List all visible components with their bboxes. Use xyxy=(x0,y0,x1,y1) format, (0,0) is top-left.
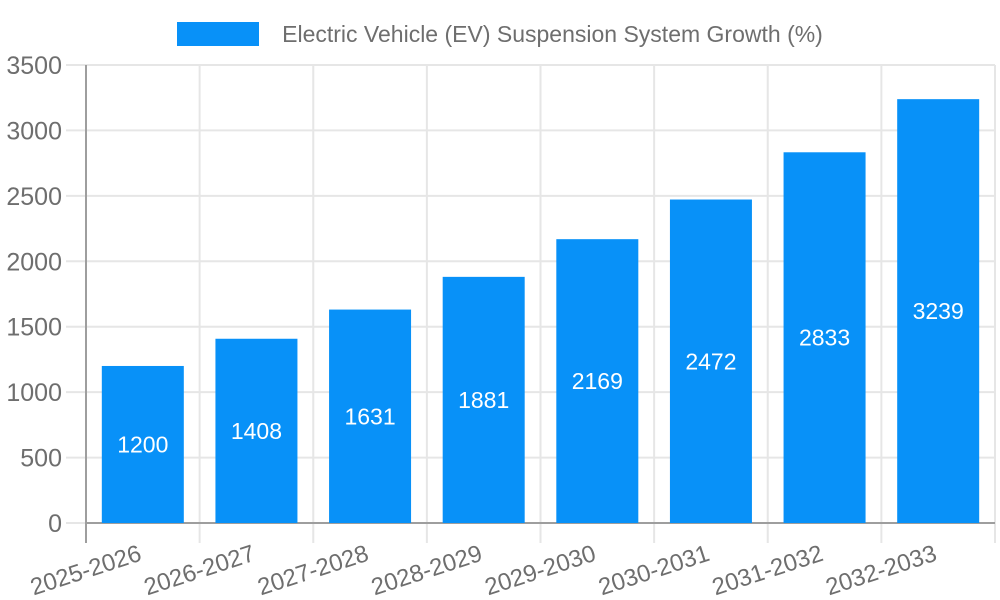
bar xyxy=(442,276,525,523)
x-tick-label: 2027-2028 xyxy=(254,540,372,600)
bar-value-label: 2833 xyxy=(799,325,850,351)
x-tick-label: 2028-2029 xyxy=(368,540,486,600)
bar xyxy=(556,239,639,524)
bar-value-label: 2169 xyxy=(572,368,623,394)
legend-swatch-icon xyxy=(177,22,260,46)
bar-value-label: 3239 xyxy=(913,298,964,324)
bar-value-label: 2472 xyxy=(685,348,736,374)
bar-value-label: 1631 xyxy=(344,403,395,429)
bar xyxy=(897,99,980,523)
y-tick-label: 1500 xyxy=(6,314,62,342)
legend-label: Electric Vehicle (EV) Suspension System … xyxy=(282,20,823,47)
bar xyxy=(215,338,298,523)
legend: Electric Vehicle (EV) Suspension System … xyxy=(0,12,1000,56)
y-tick-label: 0 xyxy=(48,510,62,538)
y-tick-label: 1000 xyxy=(6,379,62,407)
bar xyxy=(669,199,752,523)
legend-item[interactable]: Electric Vehicle (EV) Suspension System … xyxy=(177,22,823,46)
bar xyxy=(783,152,866,523)
bar xyxy=(329,309,412,523)
y-tick-label: 3500 xyxy=(6,52,62,80)
x-tick-label: 2030-2031 xyxy=(595,540,713,600)
bar-value-label: 1408 xyxy=(231,418,282,444)
x-tick-label: 2025-2026 xyxy=(27,540,145,600)
y-tick-label: 2000 xyxy=(6,248,62,276)
x-tick-label: 2026-2027 xyxy=(141,540,259,600)
x-tick-label: 2031-2032 xyxy=(709,540,827,600)
y-tick-label: 500 xyxy=(20,445,62,473)
x-tick-label: 2032-2033 xyxy=(823,540,941,600)
y-tick-label: 2500 xyxy=(6,183,62,211)
bar-value-label: 1200 xyxy=(117,431,168,457)
x-tick-label: 2029-2030 xyxy=(482,540,600,600)
bar-value-label: 1881 xyxy=(458,387,509,413)
bar xyxy=(101,365,184,523)
y-tick-label: 3000 xyxy=(6,117,62,145)
